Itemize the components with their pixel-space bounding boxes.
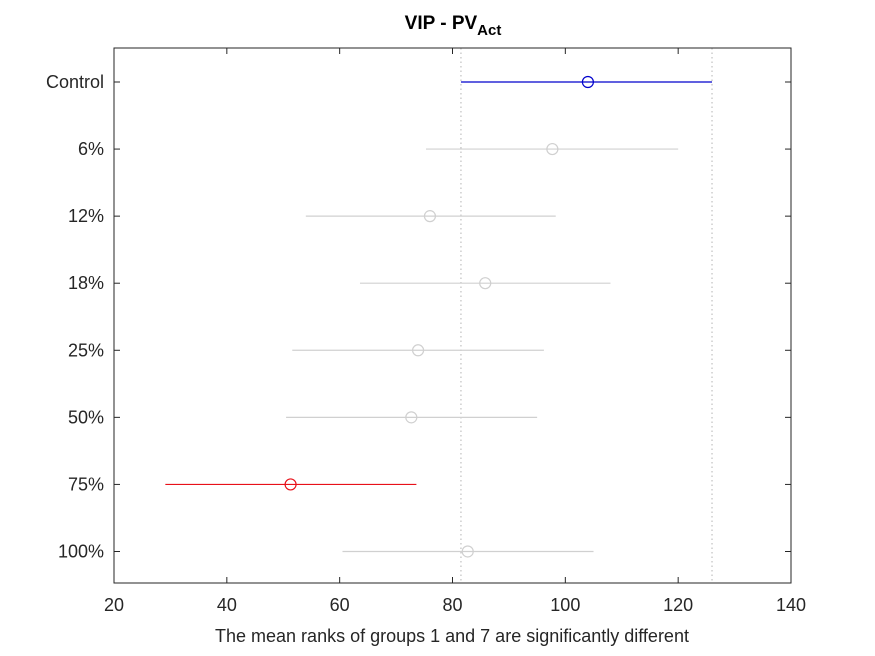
y-tick-label-100pct: 100% bbox=[58, 541, 104, 561]
y-tick-label-50pct: 50% bbox=[68, 407, 104, 427]
y-tick-label-25pct: 25% bbox=[68, 340, 104, 360]
y-tick-label-6pct: 6% bbox=[78, 139, 104, 159]
x-tick-label-60: 60 bbox=[330, 595, 350, 615]
y-tick-label-12pct: 12% bbox=[68, 206, 104, 226]
y-tick-label-75pct: 75% bbox=[68, 474, 104, 494]
y-tick-label-control: Control bbox=[46, 72, 104, 92]
mean-marker-control bbox=[581, 75, 595, 89]
x-tick-label-140: 140 bbox=[776, 595, 806, 615]
plot-background bbox=[114, 48, 791, 583]
chart-title-subscript: Act bbox=[477, 22, 501, 39]
mean-marker-12pct bbox=[423, 210, 437, 223]
x-tick-label-20: 20 bbox=[104, 595, 124, 615]
x-axis-label: The mean ranks of groups 1 and 7 are sig… bbox=[215, 626, 689, 646]
mean-marker-50pct bbox=[405, 411, 418, 424]
y-tick-label-18pct: 18% bbox=[68, 273, 104, 293]
x-tick-label-100: 100 bbox=[550, 595, 580, 615]
mean-marker-6pct bbox=[546, 142, 559, 156]
chart-title-main: VIP - PV bbox=[405, 13, 478, 34]
intervals bbox=[165, 75, 713, 558]
y-axis: Control 6% 12% 18% 25% 50% 75% 100% bbox=[46, 72, 791, 561]
x-axis: 20 40 60 80 100 120 140 bbox=[104, 48, 806, 615]
reference-lines bbox=[460, 48, 713, 583]
chart-title: VIP - PVAct bbox=[405, 13, 502, 39]
x-tick-label-80: 80 bbox=[442, 595, 462, 615]
x-tick-label-40: 40 bbox=[217, 595, 237, 615]
mean-marker-25pct bbox=[411, 344, 425, 357]
mean-marker-18pct bbox=[479, 277, 492, 290]
x-tick-label-120: 120 bbox=[663, 595, 693, 615]
mean-marker-75pct bbox=[284, 478, 297, 491]
mean-marker-100pct bbox=[461, 545, 474, 558]
